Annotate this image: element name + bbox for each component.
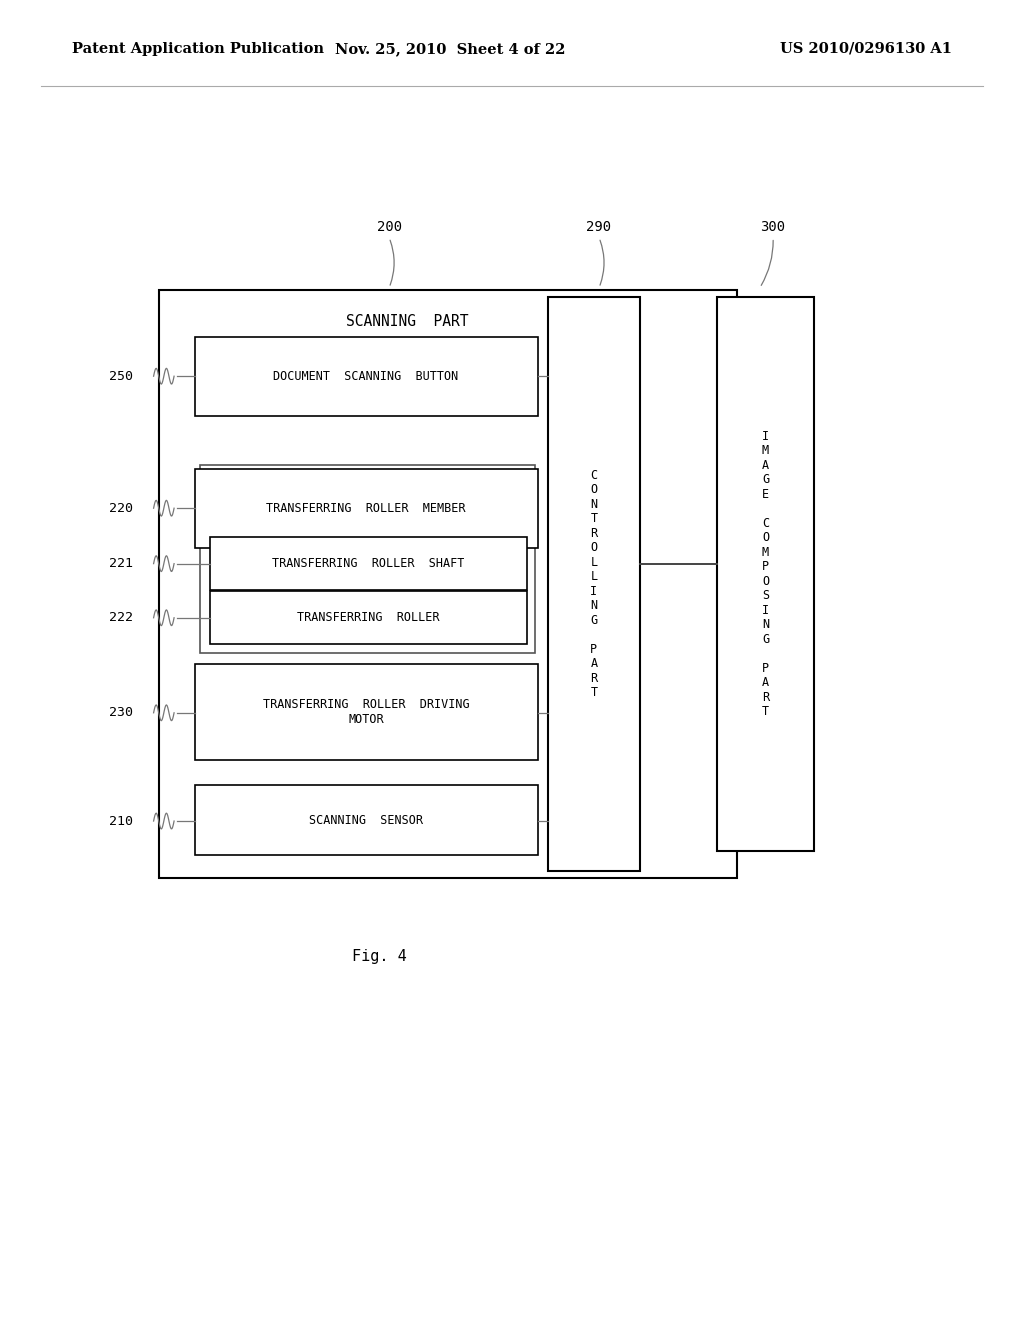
Text: 222: 222 xyxy=(110,611,133,624)
Text: 230: 230 xyxy=(110,706,133,719)
Text: Patent Application Publication: Patent Application Publication xyxy=(72,42,324,55)
Text: 200: 200 xyxy=(377,219,401,234)
Text: 250: 250 xyxy=(110,370,133,383)
Text: 221: 221 xyxy=(110,557,133,570)
Text: 210: 210 xyxy=(110,814,133,828)
Bar xyxy=(195,785,538,855)
Text: DOCUMENT  SCANNING  BUTTON: DOCUMENT SCANNING BUTTON xyxy=(273,370,459,383)
Text: 220: 220 xyxy=(110,502,133,515)
Text: Nov. 25, 2010  Sheet 4 of 22: Nov. 25, 2010 Sheet 4 of 22 xyxy=(335,42,566,55)
Text: SCANNING  SENSOR: SCANNING SENSOR xyxy=(309,814,423,826)
Bar xyxy=(210,537,527,590)
Text: TRANSFERRING  ROLLER  SHAFT: TRANSFERRING ROLLER SHAFT xyxy=(272,557,465,570)
Bar xyxy=(159,290,737,878)
Bar xyxy=(195,337,538,416)
Text: US 2010/0296130 A1: US 2010/0296130 A1 xyxy=(780,42,952,55)
Text: SCANNING  PART: SCANNING PART xyxy=(346,314,468,329)
Text: Fig. 4: Fig. 4 xyxy=(351,949,407,965)
Text: TRANSFERRING  ROLLER: TRANSFERRING ROLLER xyxy=(297,611,440,624)
Text: TRANSFERRING  ROLLER  MEMBER: TRANSFERRING ROLLER MEMBER xyxy=(266,502,466,515)
Bar xyxy=(195,664,538,760)
Text: 300: 300 xyxy=(761,219,785,234)
Bar xyxy=(717,297,814,851)
Bar xyxy=(200,465,535,653)
Text: C
O
N
T
R
O
L
L
I
N
G

P
A
R
T: C O N T R O L L I N G P A R T xyxy=(591,469,597,700)
Bar xyxy=(548,297,640,871)
Bar xyxy=(210,591,527,644)
Text: 290: 290 xyxy=(587,219,611,234)
Bar xyxy=(195,469,538,548)
Text: I
M
A
G
E

C
O
M
P
O
S
I
N
G

P
A
R
T: I M A G E C O M P O S I N G P A R T xyxy=(762,430,769,718)
Text: TRANSFERRING  ROLLER  DRIVING
MOTOR: TRANSFERRING ROLLER DRIVING MOTOR xyxy=(263,698,469,726)
